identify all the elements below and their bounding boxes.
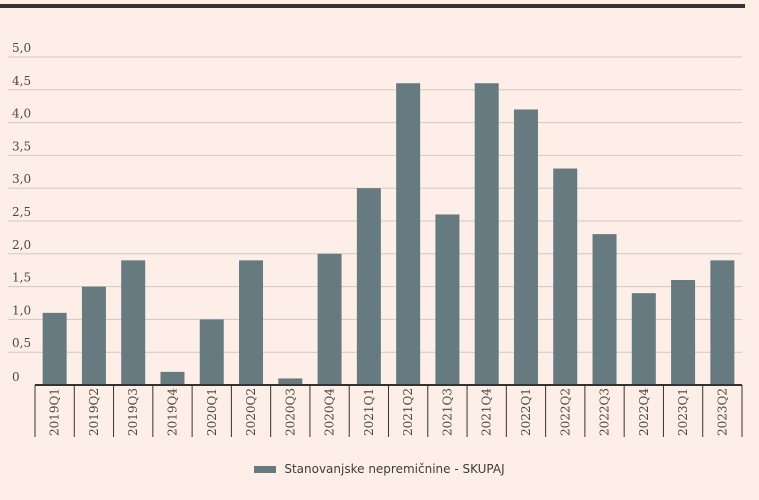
y-tick-label: 4,0 bbox=[12, 107, 31, 121]
bar-2020Q1 bbox=[199, 319, 224, 385]
bar-2022Q3 bbox=[592, 234, 617, 385]
bar-2019Q4 bbox=[160, 371, 185, 385]
x-tick-label: 2022Q2 bbox=[558, 388, 572, 436]
y-tick-label: 1,5 bbox=[12, 271, 31, 285]
bar-2019Q3 bbox=[121, 260, 146, 385]
y-tick-label: 3,0 bbox=[12, 172, 31, 186]
y-tick-label: 5,0 bbox=[12, 41, 31, 55]
x-tick-label: 2023Q1 bbox=[676, 388, 690, 436]
y-tick-label: 1,0 bbox=[12, 303, 31, 317]
bar-2020Q3 bbox=[278, 378, 303, 385]
x-tick-label: 2021Q3 bbox=[440, 388, 454, 436]
x-tick-label: 2022Q4 bbox=[637, 388, 651, 436]
bar-2020Q4 bbox=[317, 253, 342, 385]
x-tick-label: 2020Q1 bbox=[205, 388, 219, 436]
x-tick-label: 2022Q1 bbox=[519, 388, 533, 436]
x-tick-label: 2021Q4 bbox=[480, 388, 494, 436]
y-tick-label: 0,5 bbox=[12, 336, 31, 350]
x-tick-label: 2020Q2 bbox=[244, 388, 258, 436]
x-tick-label: 2019Q1 bbox=[48, 388, 62, 436]
grid-lines bbox=[8, 56, 742, 353]
x-tick-label: 2019Q2 bbox=[87, 388, 101, 436]
x-tick-label: 2019Q3 bbox=[126, 388, 140, 436]
bar-2021Q3 bbox=[435, 214, 460, 385]
x-tick-label: 2022Q3 bbox=[598, 388, 612, 436]
y-tick-label: 3,5 bbox=[12, 139, 31, 153]
x-axis-ticks: 2019Q1 2019Q2 2019Q3 2019Q4 2020Q1 2020Q2 2020… bbox=[34, 385, 743, 437]
bar-2022Q2 bbox=[553, 168, 578, 385]
legend: Stanovanjske nepremičnine - SKUPAJ bbox=[0, 462, 759, 476]
bar-2020Q2 bbox=[239, 260, 264, 385]
bar-2019Q1 bbox=[42, 312, 67, 385]
x-tick-label: 2019Q4 bbox=[165, 388, 179, 436]
y-tick-label: 2,5 bbox=[12, 205, 31, 219]
bar-2022Q4 bbox=[631, 293, 656, 385]
y-tick-label: 0 bbox=[12, 370, 20, 384]
x-tick-label: 2021Q1 bbox=[362, 388, 376, 436]
bars bbox=[42, 83, 735, 386]
top-rule bbox=[0, 4, 745, 8]
bar-2021Q2 bbox=[396, 83, 421, 386]
bar-chart: 00,51,01,52,02,53,03,54,04,55,0 2019Q1 20… bbox=[8, 41, 743, 437]
bar-2021Q4 bbox=[474, 83, 499, 386]
x-tick-label: 2020Q4 bbox=[323, 388, 337, 436]
bar-2021Q1 bbox=[356, 188, 381, 385]
y-axis-ticks: 0 0,5 1,0 1,5 2,0 2,5 3,0 3,5 4,0 4,5 5,0 bbox=[12, 41, 31, 384]
bar-2019Q2 bbox=[81, 286, 106, 385]
x-tick-label: 2021Q2 bbox=[401, 388, 415, 436]
y-tick-label: 2,0 bbox=[12, 238, 31, 252]
bar-2023Q1 bbox=[671, 280, 696, 385]
legend-swatch bbox=[254, 465, 277, 473]
legend-label: Stanovanjske nepremičnine - SKUPAJ bbox=[284, 462, 505, 476]
bar-2023Q2 bbox=[710, 260, 735, 385]
x-tick-label: 2020Q3 bbox=[283, 388, 297, 436]
bar-2022Q1 bbox=[513, 109, 538, 385]
y-tick-label: 4,5 bbox=[12, 74, 31, 88]
x-tick-label: 2023Q2 bbox=[715, 388, 729, 436]
